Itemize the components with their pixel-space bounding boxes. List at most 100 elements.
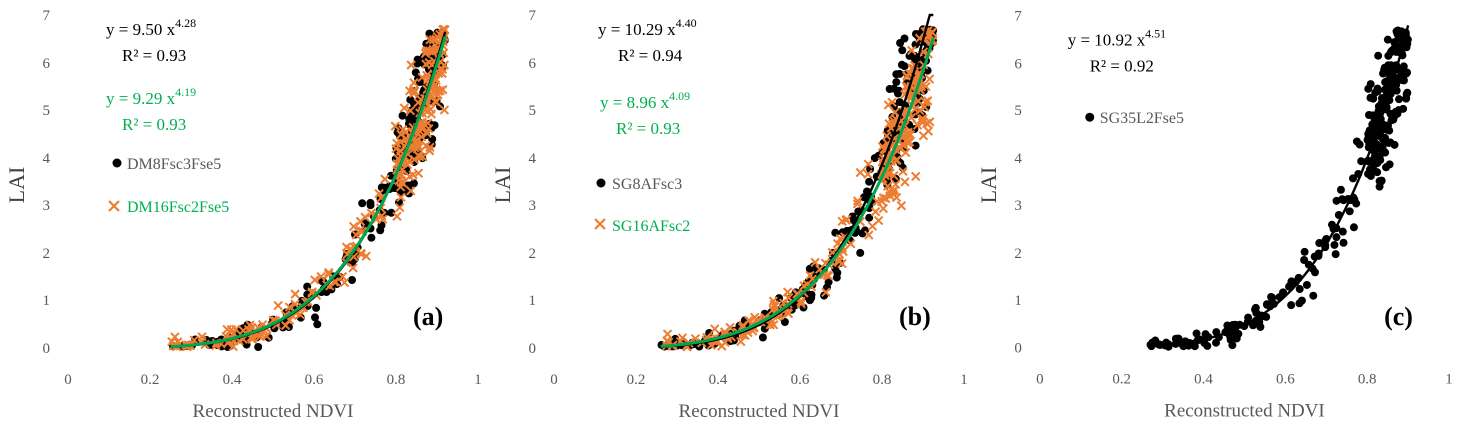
data-point	[348, 221, 359, 232]
x-tick-label: 0.8	[1358, 372, 1377, 388]
data-point	[310, 275, 320, 285]
data-point	[882, 181, 893, 191]
y-tick-label: 6	[1014, 56, 1022, 72]
data-point	[377, 214, 388, 224]
data-point	[316, 271, 326, 282]
y-tick-label: 6	[43, 56, 51, 72]
data-point	[870, 207, 881, 217]
data-point	[916, 114, 927, 124]
fit-equation-black: y = 10.92 x4.51	[1068, 26, 1166, 49]
data-point	[1212, 328, 1221, 337]
data-point	[898, 166, 908, 176]
legend: SG8AFsc3 SG16AFsc2	[594, 176, 690, 235]
data-point	[404, 86, 415, 96]
data-point	[1352, 199, 1361, 208]
data-point	[832, 273, 841, 282]
data-point	[863, 169, 873, 179]
data-point	[1357, 157, 1366, 166]
fit-r2-black: R² = 0.93	[122, 46, 186, 65]
data-point	[883, 100, 894, 110]
x-tick-label: 0.2	[627, 372, 646, 388]
data-point	[284, 302, 295, 312]
data-point	[856, 248, 865, 257]
data-point	[391, 143, 401, 154]
legend-marker-circle	[112, 158, 122, 168]
y-tick-label: 0	[43, 341, 51, 357]
fit-r2-black: R² = 0.94	[618, 46, 683, 65]
data-point	[907, 45, 917, 56]
data-point	[1302, 280, 1311, 289]
data-point	[398, 111, 407, 120]
data-point	[920, 102, 930, 112]
data-point	[1373, 168, 1382, 177]
data-point	[1330, 240, 1339, 249]
data-point	[1232, 334, 1241, 343]
data-point	[337, 271, 348, 282]
data-point	[1192, 329, 1201, 338]
data-point	[197, 332, 207, 342]
fit-r2-green: R² = 0.93	[616, 119, 680, 138]
data-point	[1309, 291, 1318, 300]
data-point	[273, 300, 283, 311]
legend: SG35L2Fse5	[1085, 110, 1184, 127]
data-point	[760, 324, 769, 333]
data-point	[1366, 171, 1375, 180]
data-point	[424, 123, 434, 134]
fit-curves	[170, 31, 447, 349]
data-point	[351, 230, 361, 240]
y-tick-label: 1	[1014, 293, 1021, 309]
data-point	[852, 196, 863, 206]
data-point	[1300, 247, 1309, 256]
data-point	[1331, 250, 1340, 259]
chart-panel-c: LAI 0 1 2 3 4 5 6 7 0 0.2 0.4 0.6 0.8 1 …	[976, 8, 1453, 421]
data-point	[677, 333, 688, 343]
data-point	[870, 154, 879, 163]
data-point	[895, 69, 904, 78]
fit-curve	[660, 37, 935, 348]
data-point	[895, 143, 905, 154]
y-tick-label: 3	[529, 198, 537, 214]
data-point	[878, 193, 889, 203]
x-tick-label: 1	[474, 372, 482, 388]
legend-label-green: DM16Fsc2Fse5	[127, 199, 229, 216]
x-tick-labels: 0 0.2 0.4 0.6 0.8 1	[64, 372, 482, 388]
data-point	[1352, 137, 1361, 146]
data-point	[855, 167, 866, 178]
x-tick-label: 0.8	[387, 372, 406, 388]
x-tick-label: 0.6	[791, 372, 810, 388]
data-point	[421, 141, 431, 151]
data-point	[895, 86, 903, 95]
y-axis-title: LAI	[976, 167, 1001, 204]
data-point	[924, 74, 935, 84]
x-tick-label: 0.8	[873, 372, 892, 388]
data-point	[807, 290, 816, 299]
data-point	[878, 203, 889, 214]
legend-label-black: SG8AFsc3	[612, 176, 682, 193]
data-point	[910, 171, 921, 182]
data-point	[339, 277, 350, 288]
y-tick-label: 0	[529, 341, 537, 357]
data-point	[768, 296, 779, 306]
data-point	[406, 108, 415, 117]
data-point	[890, 107, 900, 118]
data-point	[395, 137, 406, 147]
data-point	[872, 196, 882, 207]
y-axis-label: LAI	[4, 167, 29, 204]
data-point	[1383, 35, 1392, 44]
data-point	[1384, 61, 1393, 70]
x-tick-label: 1	[960, 372, 968, 388]
data-point	[1369, 94, 1378, 103]
data-point	[873, 215, 884, 226]
y-tick-label: 2	[43, 246, 51, 262]
data-point	[356, 248, 366, 259]
data-point	[355, 216, 366, 227]
data-point	[1395, 95, 1404, 104]
x-tick-label: 0.4	[223, 372, 242, 388]
data-point	[396, 177, 406, 188]
data-point	[1369, 159, 1378, 168]
data-point	[1388, 45, 1397, 54]
data-point	[409, 77, 419, 88]
data-point	[1345, 207, 1354, 216]
y-tick-label: 1	[529, 293, 537, 309]
y-tick-label: 4	[1014, 151, 1022, 167]
